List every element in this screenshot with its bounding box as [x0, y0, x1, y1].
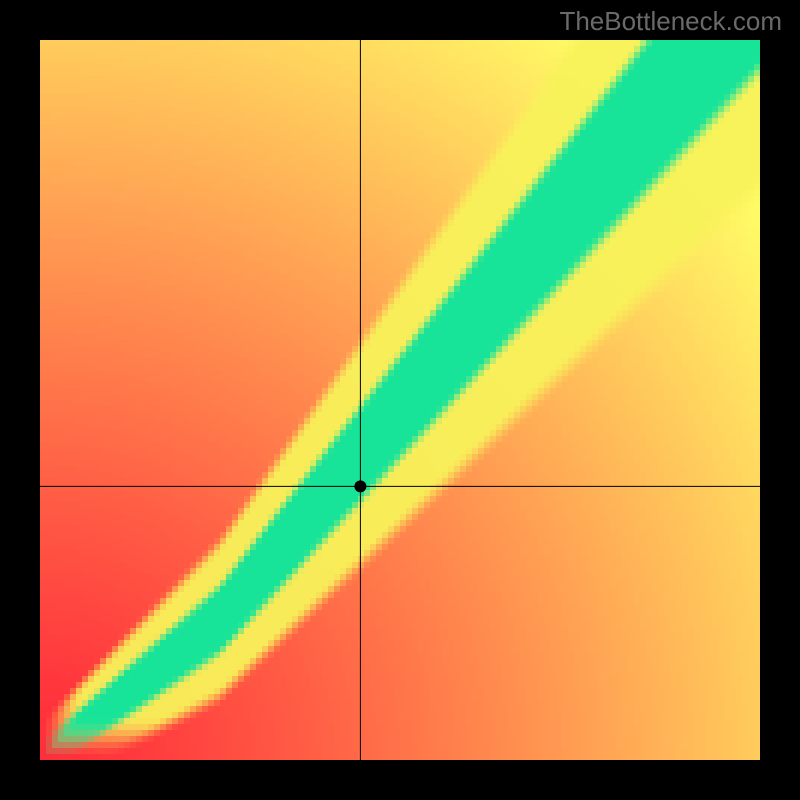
bottleneck-heatmap: [40, 40, 760, 760]
chart-container: TheBottleneck.com: [0, 0, 800, 800]
watermark-text: TheBottleneck.com: [559, 6, 782, 37]
